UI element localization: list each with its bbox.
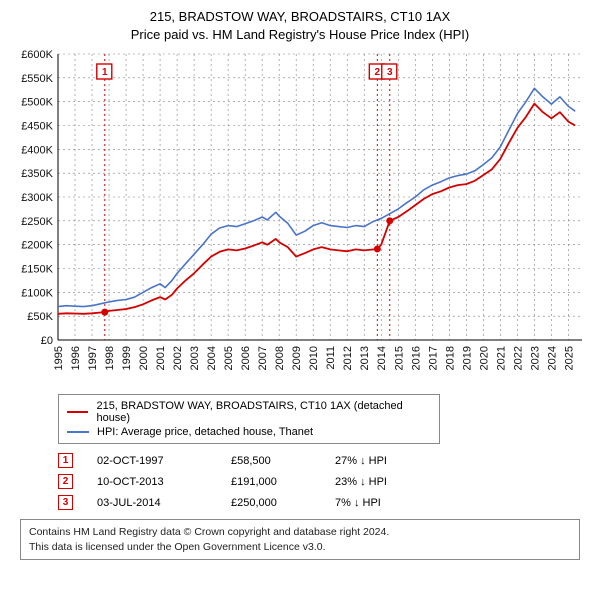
legend-label: 215, BRADSTOW WAY, BROADSTAIRS, CT10 1AX… <box>96 400 431 424</box>
chart: £0 £50K £100K £150K £200K £250K £300K £350K £400… <box>10 50 590 390</box>
sale-marker-icon: 1 <box>58 453 73 468</box>
sale-marker-icon: 2 <box>58 474 73 489</box>
svg-text:2007: 2007 <box>257 346 269 370</box>
sale-date: 03-JUL-2014 <box>97 497 207 509</box>
page-container: 215, BRADSTOW WAY, BROADSTAIRS, CT10 1AX… <box>0 0 600 568</box>
legend: 215, BRADSTOW WAY, BROADSTAIRS, CT10 1AX… <box>58 394 440 444</box>
svg-text:2014: 2014 <box>376 346 388 370</box>
sale-price: £58,500 <box>231 455 311 467</box>
sale-row: 3 03-JUL-2014 £250,000 7% ↓ HPI <box>58 492 580 513</box>
sale-diff: 23% ↓ HPI <box>335 476 455 488</box>
svg-text:1995: 1995 <box>53 346 65 370</box>
legend-label: HPI: Average price, detached house, Than… <box>97 426 313 438</box>
title-address: 215, BRADSTOW WAY, BROADSTAIRS, CT10 1AX <box>10 8 590 26</box>
title-subtitle: Price paid vs. HM Land Registry's House … <box>10 26 590 44</box>
svg-text:2006: 2006 <box>240 346 252 370</box>
footer-line1: Contains HM Land Registry data © Crown c… <box>29 525 571 539</box>
svg-text:£150K: £150K <box>21 264 53 276</box>
sale-diff: 7% ↓ HPI <box>335 497 455 509</box>
sale-row: 2 10-OCT-2013 £191,000 23% ↓ HPI <box>58 471 580 492</box>
svg-text:£400K: £400K <box>21 145 53 157</box>
svg-text:£550K: £550K <box>21 73 53 85</box>
svg-text:2021: 2021 <box>495 346 507 370</box>
svg-text:£0: £0 <box>41 335 53 347</box>
svg-text:2000: 2000 <box>138 346 150 370</box>
svg-text:1997: 1997 <box>87 346 99 370</box>
svg-text:2022: 2022 <box>512 346 524 370</box>
legend-row: HPI: Average price, detached house, Than… <box>67 425 431 439</box>
svg-text:2023: 2023 <box>529 346 541 370</box>
svg-text:2016: 2016 <box>410 346 422 370</box>
svg-text:£500K: £500K <box>21 97 53 109</box>
svg-text:2013: 2013 <box>359 346 371 370</box>
svg-text:2020: 2020 <box>478 346 490 370</box>
svg-text:2003: 2003 <box>189 346 201 370</box>
svg-text:2001: 2001 <box>155 346 167 370</box>
sale-price: £250,000 <box>231 497 311 509</box>
svg-text:3: 3 <box>387 67 393 78</box>
svg-text:2024: 2024 <box>546 346 558 370</box>
sale-price: £191,000 <box>231 476 311 488</box>
svg-text:1996: 1996 <box>70 346 82 370</box>
svg-text:2011: 2011 <box>325 346 337 370</box>
svg-text:2018: 2018 <box>444 346 456 370</box>
svg-text:2017: 2017 <box>427 346 439 370</box>
svg-text:2004: 2004 <box>206 346 218 370</box>
chart-svg: £0 £50K £100K £150K £200K £250K £300K £350K £400… <box>10 50 590 390</box>
svg-text:2009: 2009 <box>291 346 303 370</box>
legend-row: 215, BRADSTOW WAY, BROADSTAIRS, CT10 1AX… <box>67 399 431 425</box>
footer: Contains HM Land Registry data © Crown c… <box>20 519 580 559</box>
svg-text:2002: 2002 <box>172 346 184 370</box>
sale-date: 02-OCT-1997 <box>97 455 207 467</box>
svg-text:£250K: £250K <box>21 216 53 228</box>
svg-text:2008: 2008 <box>274 346 286 370</box>
svg-text:£600K: £600K <box>21 50 53 61</box>
svg-text:£50K: £50K <box>27 312 53 324</box>
legend-swatch-red <box>67 411 88 413</box>
svg-text:£300K: £300K <box>21 192 53 204</box>
svg-text:2010: 2010 <box>308 346 320 370</box>
footer-line2: This data is licensed under the Open Gov… <box>29 540 571 554</box>
svg-text:2015: 2015 <box>393 346 405 370</box>
svg-text:1: 1 <box>102 67 108 78</box>
legend-swatch-blue <box>67 431 89 433</box>
svg-text:£450K: £450K <box>21 121 53 133</box>
sale-marker-icon: 3 <box>58 495 73 510</box>
svg-text:1998: 1998 <box>104 346 116 370</box>
sale-date: 10-OCT-2013 <box>97 476 207 488</box>
svg-text:£350K: £350K <box>21 169 53 181</box>
svg-text:2025: 2025 <box>563 346 575 370</box>
svg-text:1999: 1999 <box>121 346 133 370</box>
svg-text:2005: 2005 <box>223 346 235 370</box>
svg-text:2012: 2012 <box>342 346 354 370</box>
title-block: 215, BRADSTOW WAY, BROADSTAIRS, CT10 1AX… <box>10 8 590 44</box>
svg-text:2019: 2019 <box>461 346 473 370</box>
sale-diff: 27% ↓ HPI <box>335 455 455 467</box>
svg-text:£100K: £100K <box>21 288 53 300</box>
svg-text:£200K: £200K <box>21 240 53 252</box>
svg-text:2: 2 <box>375 67 381 78</box>
sales-table: 1 02-OCT-1997 £58,500 27% ↓ HPI 2 10-OCT… <box>58 450 580 513</box>
sale-row: 1 02-OCT-1997 £58,500 27% ↓ HPI <box>58 450 580 471</box>
